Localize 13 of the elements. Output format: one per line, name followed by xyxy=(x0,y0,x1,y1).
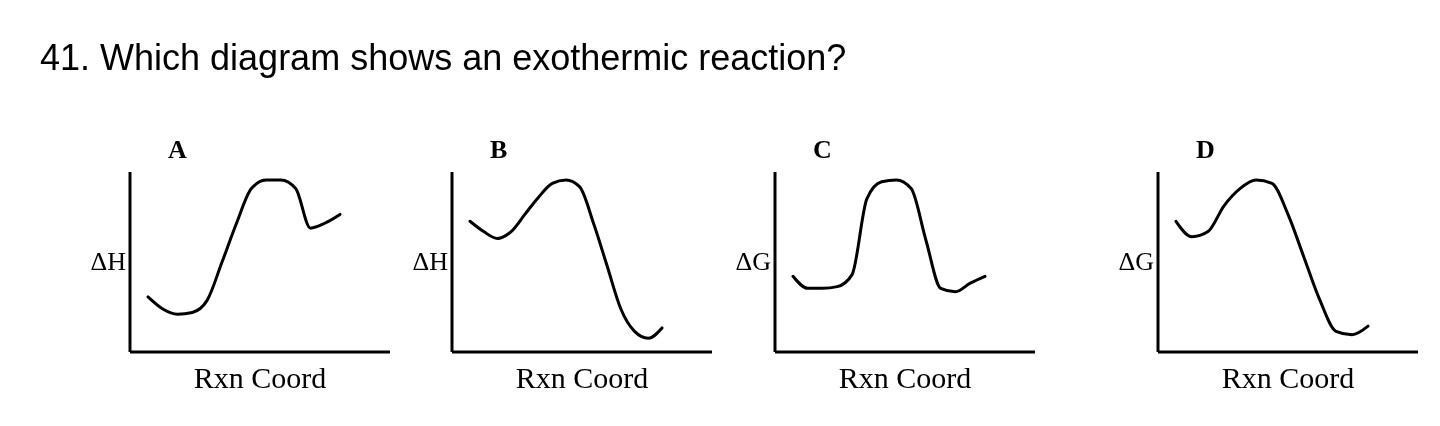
y-axis-title: ΔH xyxy=(90,247,127,276)
x-axis-title: Rxn Coord xyxy=(193,361,327,394)
chart-title: B xyxy=(490,135,508,164)
y-axis-title: ΔG xyxy=(1118,247,1154,276)
x-axis-title: Rxn Coord xyxy=(1221,361,1355,394)
x-axis-title: Rxn Coord xyxy=(515,361,649,394)
chart-title: A xyxy=(168,135,187,164)
y-axis-title: ΔG xyxy=(735,247,771,276)
y-axis-title: ΔH xyxy=(412,247,449,276)
chart-title: D xyxy=(1196,135,1215,164)
text: 41. Which diagram shows an exothermic reaction? xyxy=(40,37,847,78)
x-axis-title: Rxn Coord xyxy=(838,361,972,394)
chart-title: C xyxy=(813,135,832,164)
